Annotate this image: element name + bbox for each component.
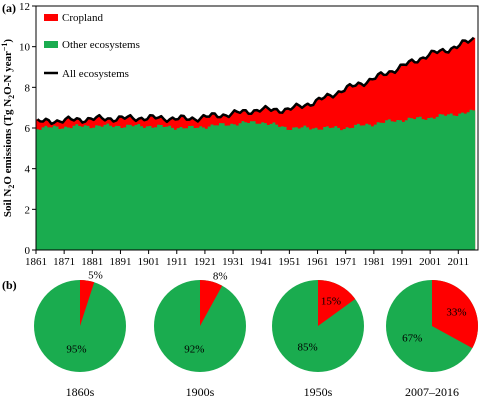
y-axis-label-sup: −1 — [0, 43, 9, 52]
pie-chart-2: 8% 92% 1900s — [154, 271, 246, 399]
pie-slice-cropland — [432, 280, 478, 349]
legend-label-cropland: Cropland — [62, 12, 103, 24]
y-tick-label: 8 — [25, 82, 31, 94]
x-tick-label: 1921 — [194, 256, 216, 268]
pie-slice-cropland — [200, 280, 223, 326]
pie-slice-cropland — [318, 280, 356, 326]
pie-chart-4: 33% 67% 2007–2016 — [386, 280, 478, 399]
pie-slice-cropland — [80, 280, 95, 326]
legend-label-all: All ecosystems — [62, 68, 129, 80]
pie-label-cropland: 8% — [213, 271, 228, 283]
y-tick-label: 4 — [25, 164, 31, 176]
pie-chart-3: 15% 85% 1950s — [272, 280, 364, 399]
x-tick-label: 1861 — [25, 256, 47, 268]
x-tick-label: 1891 — [109, 256, 131, 268]
pie-label-other: 67% — [402, 333, 422, 345]
legend-swatch-cropland — [44, 14, 58, 21]
y-axis-label: Soil N2O emissions (Tg N2O-N year−1) — [0, 39, 16, 218]
other-ecosystems-area — [36, 109, 476, 250]
area-chart: 0 2 4 6 8 10 12 1861 1871 1881 1891 1901 1911 1921 19… — [0, 1, 479, 268]
area-series-group — [36, 36, 476, 250]
y-axis-label-part-1: Soil N — [2, 189, 14, 217]
pie-label-other: 92% — [184, 343, 204, 355]
legend: Cropland Other ecosystems All ecosystems — [44, 12, 140, 80]
x-tick-label: 1961 — [307, 256, 329, 268]
pie-label-other: 95% — [66, 344, 86, 356]
x-tick-label: 2001 — [419, 256, 441, 268]
pie-caption: 1950s — [304, 385, 333, 399]
y-axis-label-sub-2: 2 — [7, 95, 16, 99]
pie-caption: 1860s — [66, 385, 95, 399]
y-axis-label-part-3: O-N year — [2, 51, 14, 95]
y-axis-label-part-4: ) — [2, 39, 14, 43]
y-tick-label: 6 — [25, 123, 31, 135]
y-axis-label-sub-1: 2 — [7, 185, 16, 189]
y-tick-label: 0 — [25, 245, 31, 257]
pie-caption: 1900s — [186, 385, 215, 399]
all-ecosystems-line — [36, 36, 475, 126]
y-axis: 0 2 4 6 8 10 12 — [19, 1, 36, 257]
legend-label-other: Other ecosystems — [62, 39, 140, 51]
x-tick-label: 1911 — [166, 256, 188, 268]
pie-caption: 2007–2016 — [405, 385, 459, 399]
x-tick-label: 1881 — [81, 256, 103, 268]
pie-charts: 5% 95% 1860s 8% 92% 1900s 15% 85% 1950s 33% 67% 200… — [34, 270, 478, 399]
pie-label-cropland: 33% — [446, 307, 466, 319]
pie-label-cropland: 5% — [88, 270, 103, 282]
panel-b-label: (b) — [2, 278, 17, 292]
y-axis-label-part-2: O emissions (Tg N — [2, 99, 14, 185]
legend-swatch-other — [44, 41, 58, 48]
x-tick-label: 1981 — [363, 256, 385, 268]
pie-label-cropland: 15% — [321, 296, 341, 308]
x-tick-label: 1901 — [138, 256, 160, 268]
y-tick-label: 2 — [25, 204, 31, 216]
x-tick-label: 2011 — [447, 256, 469, 268]
x-tick-label: 1971 — [335, 256, 357, 268]
x-tick-label: 1951 — [278, 256, 300, 268]
x-tick-label: 1871 — [53, 256, 75, 268]
pie-chart-1: 5% 95% 1860s — [34, 270, 126, 399]
y-tick-label: 10 — [19, 42, 31, 54]
x-tick-label: 1991 — [391, 256, 413, 268]
x-axis: 1861 1871 1881 1891 1901 1911 1921 1931 1941 1951… — [25, 250, 469, 268]
y-tick-label: 12 — [19, 1, 30, 13]
x-tick-label: 1931 — [222, 256, 244, 268]
pie-label-other: 85% — [298, 342, 318, 354]
panel-a-label: (a) — [2, 1, 16, 15]
x-tick-label: 1941 — [250, 256, 272, 268]
